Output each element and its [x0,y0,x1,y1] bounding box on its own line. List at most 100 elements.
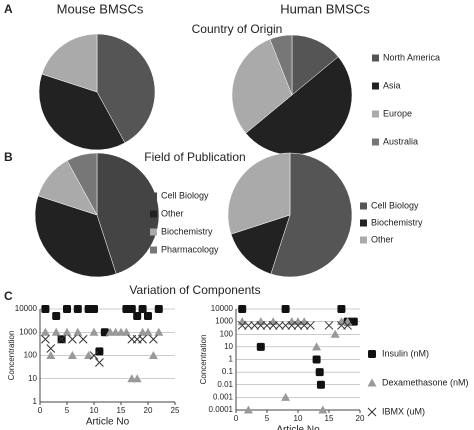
legend-label: Biochemistry [371,217,423,227]
marker-x [46,344,56,353]
legend-label: Cell Biology [161,190,209,200]
legend-swatch [360,236,367,244]
marker-triangle [318,405,328,414]
y-tick-label: 1 [229,355,234,364]
marker-square [238,305,247,313]
y-axis-label: Concentration [199,335,208,385]
panel-label: A [4,2,13,16]
legend-label: Insulin (nM) [382,348,429,358]
marker-x [250,321,259,330]
marker-triangle [148,351,158,359]
marker-triangle [67,351,77,359]
x-tick-label: 5 [265,414,270,423]
legend-label: Pharmacology [161,244,219,254]
marker-square [73,305,82,313]
marker-square [154,305,163,313]
y-tick-label: 1 [33,397,38,406]
y-tick-label: 10000 [15,304,38,313]
legend-label: North America [383,52,440,62]
pie-slice [291,34,339,96]
pie-slice [269,34,293,96]
pie-slice [245,56,353,156]
marker-square [90,305,98,313]
marker-triangle [143,327,153,336]
marker-triangle [40,327,50,336]
x-tick-label: 5 [65,406,70,415]
legend-marker [368,350,376,358]
marker-x [293,321,303,330]
marker-x [268,321,278,330]
legend-swatch [372,54,379,62]
column-header: Mouse BMSCs [57,1,144,16]
y-tick-label: 10 [224,342,233,351]
legend-swatch [150,246,157,254]
legend-swatch [372,110,379,118]
marker-x [68,334,77,344]
marker-x [256,321,266,330]
marker-square [281,305,290,313]
marker-triangle [46,351,56,359]
panel-label: B [4,150,13,164]
legend-label: Biochemistry [161,226,213,236]
y-tick-label: 100 [24,351,38,360]
marker-triangle [237,317,247,326]
marker-x [281,321,290,330]
marker-triangle [268,317,278,326]
marker-x [275,321,284,330]
marker-x [138,334,147,344]
marker-triangle [121,327,131,336]
marker-square [349,317,358,326]
y-tick-label: 0.1 [222,367,234,376]
x-tick-label: 15 [325,414,334,423]
y-tick-label: 10000 [211,304,234,313]
pie-slice [38,73,126,151]
marker-x [78,334,88,344]
marker-x [41,334,50,344]
pie-slice [96,33,156,144]
legend-label: Australia [383,136,418,146]
marker-x [262,321,272,330]
marker-triangle [62,327,72,336]
legend-swatch [150,210,157,218]
pie-slice [96,152,160,275]
marker-triangle [281,392,291,401]
marker-triangle [84,351,94,359]
legend-label: Other [371,234,394,244]
legend-label: Asia [383,80,401,90]
marker-square [95,347,104,356]
y-tick-label: 1000 [19,327,37,336]
marker-square [41,305,50,313]
pie-slice [41,33,98,93]
marker-x [299,321,309,330]
marker-square [133,311,142,320]
x-tick-label: 0 [234,414,239,423]
y-axis-label: Concentration [7,331,16,381]
column-header: Human BMSCs [280,1,370,16]
x-tick-label: 25 [171,406,180,415]
marker-square [256,342,265,351]
marker-triangle [51,327,61,336]
x-tick-label: 0 [38,406,43,415]
marker-square [127,305,136,313]
pie-slice [270,152,353,278]
marker-x [89,351,99,360]
marker-triangle [256,317,266,326]
legend-swatch [372,82,379,90]
marker-triangle [89,327,99,336]
marker-square [337,305,346,313]
legend-swatch [360,219,367,227]
marker-square [52,311,61,320]
marker-triangle [299,317,309,326]
marker-x [244,321,253,330]
y-tick-label: 1000 [215,317,233,326]
x-axis-label: Article No [276,425,320,430]
legend-label: IBMX (uM) [382,406,425,416]
legend-marker [367,378,377,387]
marker-square [312,355,321,364]
marker-square [144,311,152,320]
marker-square [63,305,71,313]
marker-triangle [73,327,83,336]
y-tick-label: 10 [28,374,37,383]
y-tick-label: 100 [220,329,234,338]
marker-x [306,321,315,330]
